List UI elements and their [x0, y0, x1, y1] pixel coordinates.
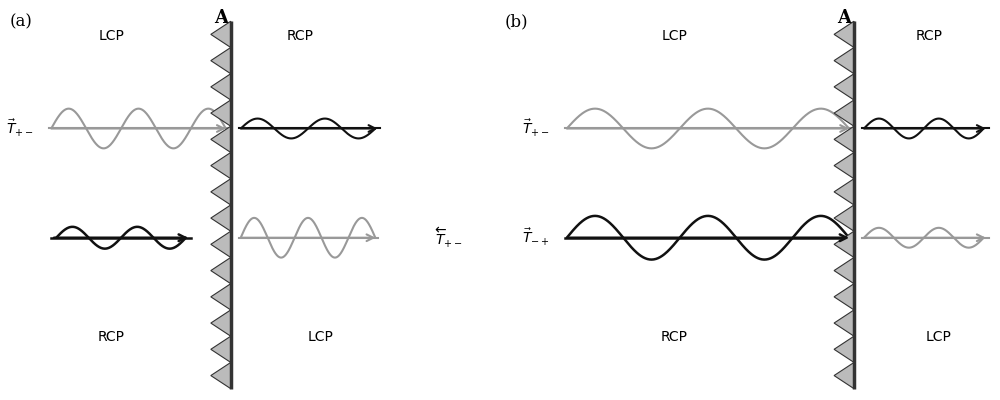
Polygon shape	[211, 258, 231, 284]
Polygon shape	[834, 336, 854, 362]
Text: LCP: LCP	[926, 330, 952, 344]
Polygon shape	[834, 74, 854, 100]
Polygon shape	[834, 48, 854, 74]
Polygon shape	[211, 21, 231, 48]
Polygon shape	[834, 284, 854, 310]
Polygon shape	[834, 258, 854, 284]
Text: (a): (a)	[9, 13, 32, 30]
Text: $\vec{T}_{+-}$: $\vec{T}_{+-}$	[6, 118, 34, 139]
Polygon shape	[211, 336, 231, 362]
Text: $\vec{T}_{-+}$: $\vec{T}_{-+}$	[522, 227, 550, 248]
Polygon shape	[211, 152, 231, 179]
Polygon shape	[211, 179, 231, 205]
Polygon shape	[211, 310, 231, 336]
Polygon shape	[211, 231, 231, 258]
Polygon shape	[834, 21, 854, 48]
Text: (b): (b)	[505, 13, 529, 30]
Polygon shape	[834, 362, 854, 389]
Text: $\overleftarrow{T}_{+-}$: $\overleftarrow{T}_{+-}$	[435, 226, 463, 250]
Polygon shape	[211, 205, 231, 231]
Polygon shape	[211, 48, 231, 74]
Text: LCP: LCP	[308, 330, 333, 344]
Text: RCP: RCP	[661, 330, 688, 344]
Polygon shape	[211, 284, 231, 310]
Text: LCP: LCP	[98, 29, 124, 43]
Polygon shape	[834, 152, 854, 179]
Polygon shape	[834, 310, 854, 336]
Polygon shape	[834, 126, 854, 152]
Text: $\vec{T}_{+-}$: $\vec{T}_{+-}$	[522, 118, 550, 139]
Text: A: A	[214, 9, 228, 27]
Text: LCP: LCP	[662, 29, 687, 43]
Polygon shape	[834, 231, 854, 258]
Polygon shape	[834, 100, 854, 126]
Text: RCP: RCP	[287, 29, 314, 43]
Text: RCP: RCP	[915, 29, 942, 43]
Polygon shape	[211, 100, 231, 126]
Polygon shape	[211, 126, 231, 152]
Text: RCP: RCP	[98, 330, 125, 344]
Polygon shape	[834, 205, 854, 231]
Polygon shape	[834, 179, 854, 205]
Polygon shape	[211, 74, 231, 100]
Text: A: A	[837, 9, 851, 27]
Polygon shape	[211, 362, 231, 389]
